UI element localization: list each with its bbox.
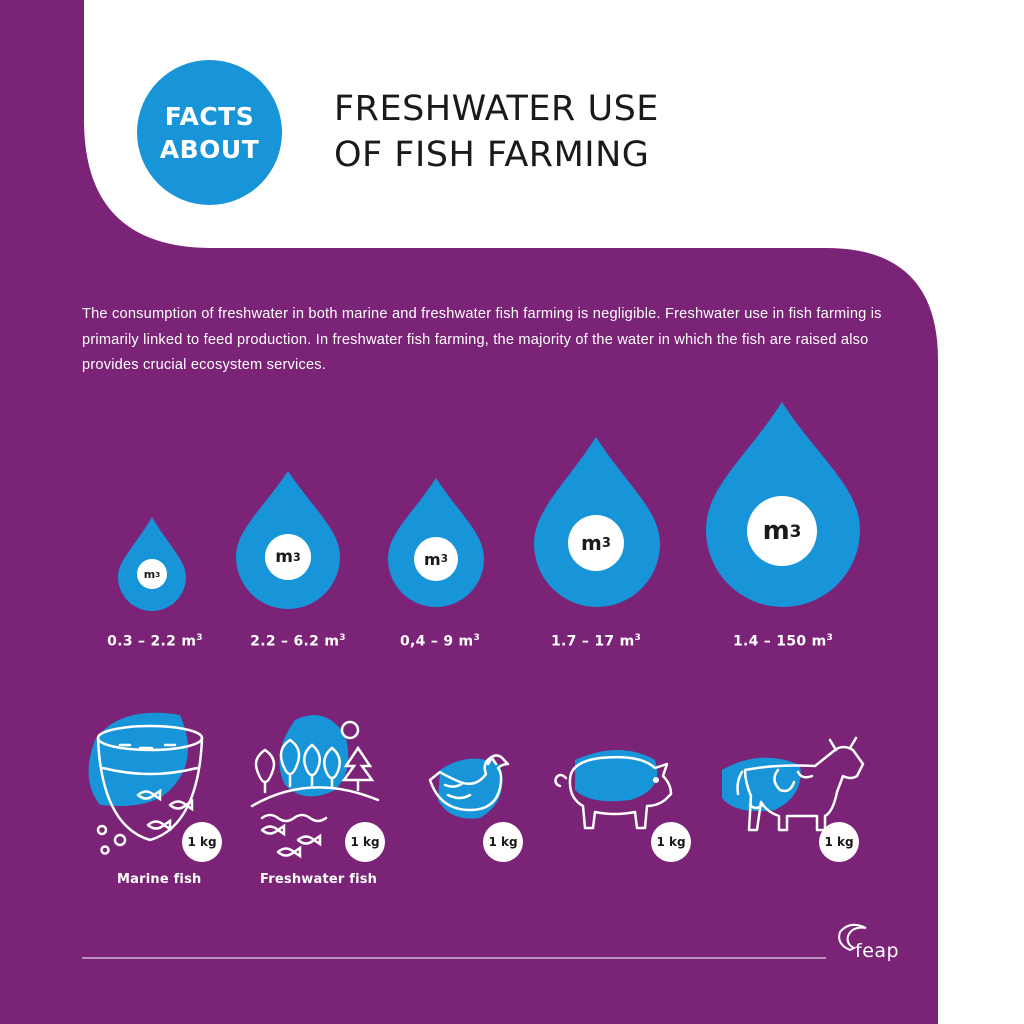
range-label-5: 1.4 – 150 m3: [732, 633, 834, 650]
purple-panel: [0, 0, 938, 1024]
title-line-1: FRESHWATER USE: [334, 89, 659, 129]
facts-about-badge: FACTS ABOUT: [137, 60, 282, 205]
badge-line-2: ABOUT: [159, 134, 260, 164]
pig-icon: [554, 755, 673, 830]
kg-badge-cow: 1 kg: [819, 822, 859, 862]
caption-marine-fish: Marine fish: [117, 872, 202, 887]
range-label-1: 0.3 – 2.2 m3: [107, 633, 203, 650]
range-label-4: 1.7 – 17 m3: [550, 633, 642, 650]
kg-badge-pig: 1 kg: [651, 822, 691, 862]
range-label-2: 2.2 – 6.2 m3: [250, 633, 346, 650]
feap-logo-icon: [838, 923, 867, 952]
range-label-3: 0,4 – 9 m3: [399, 633, 480, 650]
blob-marine: [88, 712, 188, 806]
intro-paragraph: The consumption of freshwater in both ma…: [82, 306, 882, 373]
chicken-icon: [428, 754, 510, 812]
kg-badge-marine: 1 kg: [182, 822, 222, 862]
kg-badge-freshwater: 1 kg: [345, 822, 385, 862]
caption-freshwater-fish: Freshwater fish: [260, 872, 378, 887]
marine-fish-tank-icon: [96, 724, 204, 855]
feap-logo: feap: [855, 940, 900, 962]
blob-pig: [575, 750, 658, 802]
freshwater-pond-icon: [250, 720, 380, 859]
cow-icon: [736, 736, 865, 832]
page-title: FRESHWATER USE OF FISH FARMING: [334, 86, 659, 178]
badge-line-1: FACTS: [164, 101, 255, 131]
kg-badge-chicken: 1 kg: [483, 822, 523, 862]
title-line-2: OF FISH FARMING: [334, 135, 650, 175]
blob-freshwater: [279, 715, 349, 797]
